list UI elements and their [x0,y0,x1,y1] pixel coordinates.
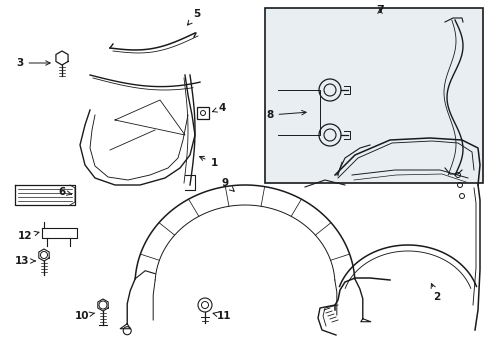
Bar [264,8,482,183]
Text: 1: 1 [199,156,217,168]
Text: 2: 2 [430,284,440,302]
Text: 3: 3 [16,58,50,68]
Bar [197,107,208,119]
Text: 13: 13 [15,256,35,266]
Text: 4: 4 [212,103,225,113]
Text: 6: 6 [58,187,71,197]
Text: 11: 11 [213,311,231,321]
Text: 8: 8 [266,110,305,120]
Text: 7: 7 [375,5,383,15]
Text: 10: 10 [75,311,95,321]
Text: 12: 12 [18,231,39,241]
Text: 5: 5 [187,9,200,25]
Text: 9: 9 [221,178,234,191]
